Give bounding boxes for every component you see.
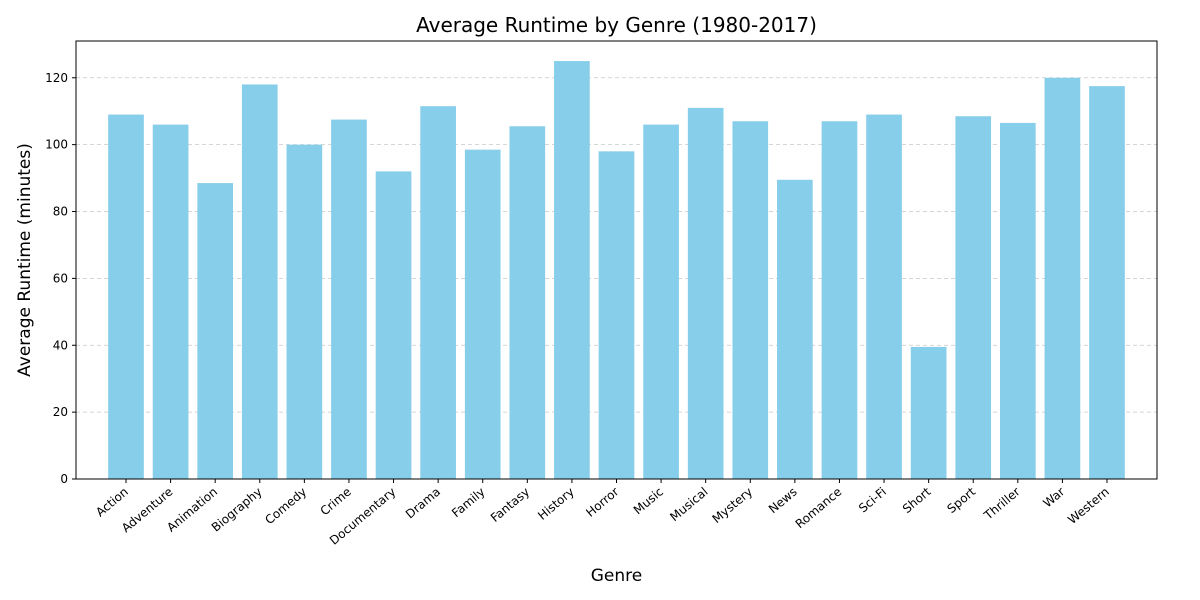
x-tick-label: Western — [1065, 485, 1112, 527]
bar-music — [643, 124, 679, 480]
x-tick-label: Music — [631, 485, 666, 518]
x-tick-label: Sport — [944, 484, 978, 516]
bar-musical — [687, 107, 724, 479]
x-tick-label: Musical — [667, 485, 710, 525]
bar-news — [777, 179, 813, 479]
bar-thriller — [999, 122, 1036, 480]
x-tick-label: Drama — [403, 485, 443, 522]
bar-sci-fi — [866, 114, 902, 479]
x-tick-label: Comedy — [262, 485, 309, 528]
x-axis-title: Genre — [591, 566, 642, 586]
x-tick-label: Short — [900, 484, 934, 516]
x-tick-label: Family — [449, 485, 488, 521]
x-tick-label: Romance — [793, 485, 845, 532]
bar-comedy — [286, 144, 323, 479]
x-tick-label: Thriller — [981, 485, 1023, 524]
bar-sport — [955, 116, 992, 479]
bar-adventure — [152, 124, 189, 480]
bar-crime — [331, 119, 367, 480]
bar-romance — [821, 121, 858, 480]
bar-mystery — [732, 121, 769, 480]
bar-biography — [241, 84, 278, 480]
chart-title: Average Runtime by Genre (1980-2017) — [416, 13, 817, 37]
bar-drama — [420, 106, 456, 479]
bar-history — [554, 61, 590, 480]
x-tick-label: Fantasy — [488, 485, 532, 525]
x-tick-label: Horror — [583, 485, 621, 520]
bar-family — [464, 149, 501, 479]
y-axis-title: Average Runtime (minutes) — [15, 143, 35, 377]
y-tick-label: 60 — [53, 271, 68, 285]
bar-war — [1044, 77, 1081, 479]
x-tick-label: Mystery — [710, 485, 756, 526]
y-tick-label: 0 — [60, 472, 68, 486]
y-tick-label: 80 — [53, 205, 68, 219]
x-tick-label: Action — [93, 485, 131, 520]
y-tick-label: 20 — [53, 405, 68, 419]
bar-layer — [108, 61, 1125, 480]
x-tick-label: War — [1040, 485, 1067, 511]
y-tick-label: 100 — [45, 138, 68, 152]
bar-western — [1089, 86, 1125, 480]
x-tick-label: History — [535, 485, 577, 523]
bar-short — [910, 346, 947, 479]
bar-documentary — [375, 171, 412, 479]
y-tick-label: 40 — [53, 338, 68, 352]
y-axis-ticks: 0 20 40 60 80 100 120 — [45, 71, 76, 486]
x-tick-label: News — [766, 485, 800, 517]
x-tick-label: Sci-Fi — [856, 485, 889, 516]
x-tick-label: Crime — [318, 485, 354, 519]
bar-action — [108, 114, 144, 479]
bar-horror — [598, 151, 635, 479]
y-tick-label: 120 — [45, 71, 68, 85]
bar-animation — [197, 183, 234, 479]
bar-fantasy — [509, 126, 546, 479]
